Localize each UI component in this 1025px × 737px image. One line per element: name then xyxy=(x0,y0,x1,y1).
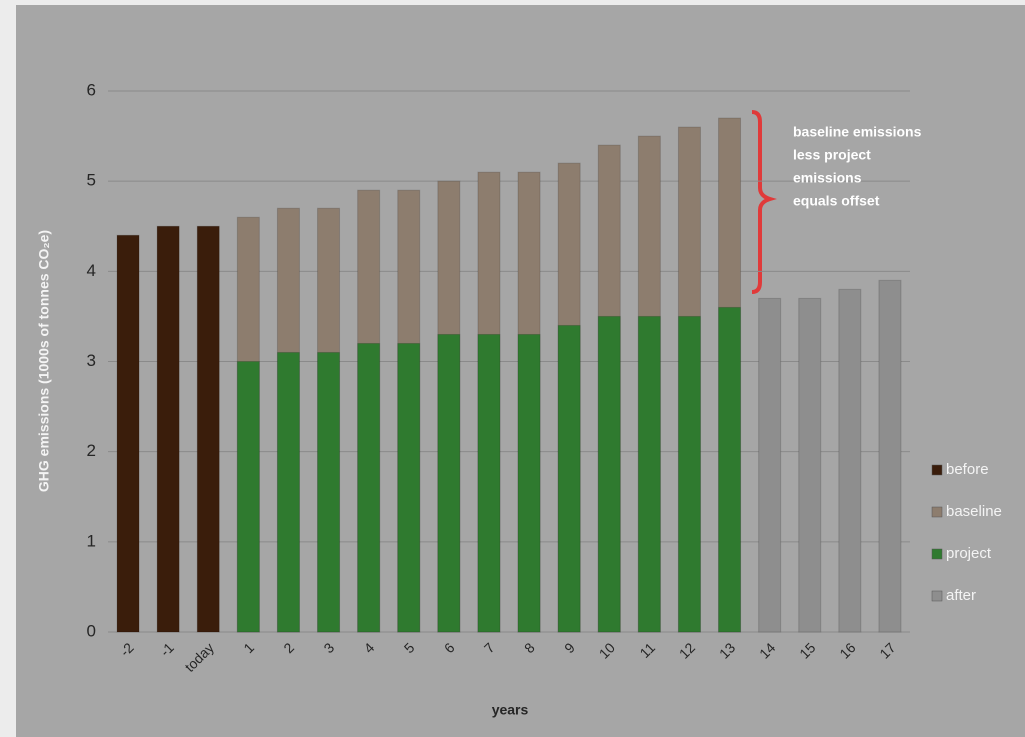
y-tick-label: 6 xyxy=(87,80,96,99)
legend-swatch xyxy=(931,590,943,602)
bar xyxy=(437,333,461,633)
bar xyxy=(838,288,862,633)
bar xyxy=(317,351,341,633)
x-axis-title: years xyxy=(492,702,529,718)
legend-label: before xyxy=(946,461,989,478)
offset-brace xyxy=(751,110,777,294)
bar xyxy=(517,333,541,633)
bar xyxy=(116,234,140,633)
legend-swatch xyxy=(931,464,943,476)
annotation-text: baseline emissions xyxy=(793,124,922,140)
bar xyxy=(878,279,902,633)
legend-label: project xyxy=(946,545,992,562)
bar xyxy=(758,297,782,633)
bar xyxy=(718,306,742,633)
y-axis-title: GHG emissions (1000s of tonnes CO₂e) xyxy=(36,230,52,492)
y-tick-label: 1 xyxy=(87,531,96,550)
bar xyxy=(637,315,661,633)
bar xyxy=(357,342,381,633)
bar xyxy=(156,225,180,633)
y-tick-label: 0 xyxy=(87,621,96,640)
bar xyxy=(397,342,421,633)
legend-label: after xyxy=(946,587,976,604)
bar xyxy=(798,297,822,633)
bar xyxy=(677,315,701,633)
bar xyxy=(477,333,501,633)
bar xyxy=(597,315,621,633)
bar xyxy=(236,361,260,633)
bar xyxy=(276,351,300,633)
y-tick-label: 3 xyxy=(87,351,96,370)
legend-label: baseline xyxy=(946,503,1002,520)
y-tick-label: 2 xyxy=(87,441,96,460)
annotation-text: emissions xyxy=(793,170,862,186)
legend-swatch xyxy=(931,506,943,518)
bar xyxy=(557,324,581,633)
legend-swatch xyxy=(931,548,943,560)
annotation-text: less project xyxy=(793,147,871,163)
y-tick-label: 4 xyxy=(87,261,96,280)
bar xyxy=(196,225,220,633)
annotation-text: equals offset xyxy=(793,193,880,209)
y-tick-label: 5 xyxy=(87,171,96,190)
